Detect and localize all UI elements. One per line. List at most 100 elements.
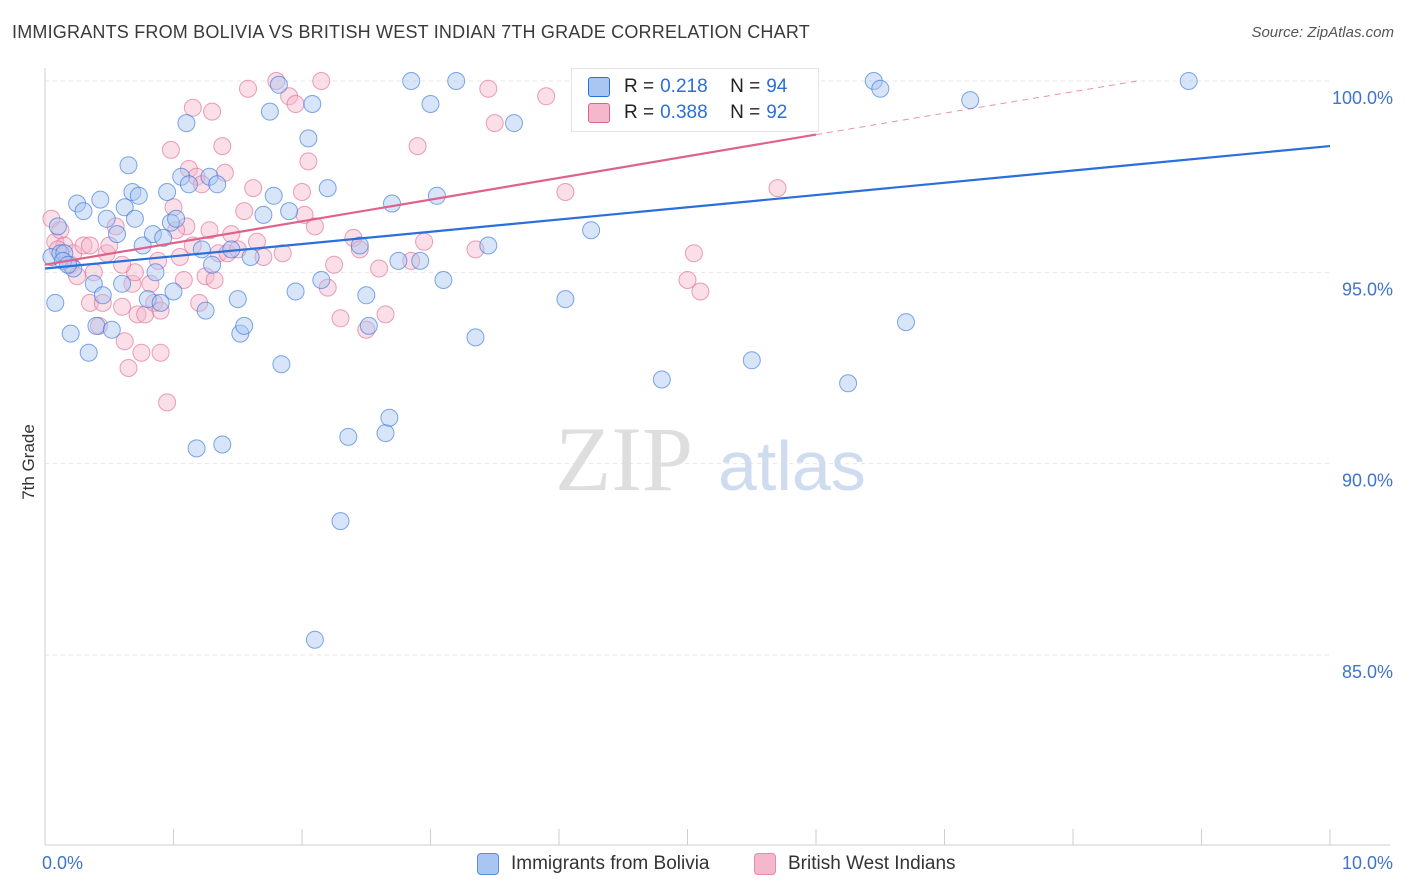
bwi-point <box>205 271 224 289</box>
bwi-point <box>485 114 504 133</box>
bolivia-point <box>742 351 761 370</box>
bwi-point <box>123 274 142 293</box>
stats-n-label: N = <box>730 76 761 97</box>
bolivia-point <box>87 316 106 335</box>
legend-label-bwi: British West Indians <box>788 853 956 874</box>
bolivia-point <box>48 217 67 236</box>
tick-labels: 100.0% 95.0% 90.0% 85.0% 0.0% 10.0% <box>42 88 1393 873</box>
bolivia-point <box>158 183 177 201</box>
bwi-point <box>115 332 134 351</box>
stats-row-bwi: R = 0.388 N = 92 <box>588 101 787 125</box>
bwi-point <box>293 183 311 201</box>
bwi-point <box>684 244 703 263</box>
bwi-point <box>177 217 196 236</box>
stats-r-value: 0.388 <box>660 102 708 123</box>
legend-swatch-pink <box>754 853 776 875</box>
bwi-point <box>691 282 710 301</box>
bolivia-point <box>208 175 227 194</box>
bolivia-point <box>228 290 247 309</box>
bwi-point <box>151 301 170 320</box>
gridlines <box>45 80 1330 656</box>
bolivia-point <box>61 324 80 343</box>
bolivia-point <box>260 102 279 121</box>
stats-n-value: 92 <box>766 102 788 123</box>
bwi-point <box>74 236 93 255</box>
source-label: Source: ZipAtlas.com <box>1251 24 1394 41</box>
bolivia-point <box>241 248 260 266</box>
y-tick-label: 90.0% <box>1342 471 1393 491</box>
bolivia-point <box>839 374 858 393</box>
bolivia-point <box>318 179 337 198</box>
bolivia-point <box>108 225 126 244</box>
bolivia-point <box>897 313 915 332</box>
bwi-point <box>239 79 257 98</box>
bolivia-point <box>235 316 254 335</box>
bwi-point <box>248 232 266 251</box>
bolivia-point <box>167 209 186 228</box>
bwi-point <box>286 95 305 113</box>
bwi-point <box>174 271 193 289</box>
bolivia-point <box>146 263 165 282</box>
x-tick-label: 10.0% <box>1342 853 1393 873</box>
stats-r-value: 0.218 <box>660 76 708 97</box>
stats-swatch-blue <box>588 77 610 97</box>
bolivia-point <box>427 186 446 205</box>
bolivia-point <box>113 274 132 293</box>
bwi-point <box>113 255 132 274</box>
bwi-point <box>179 160 198 178</box>
watermark-zip: ZIP <box>555 408 693 510</box>
bolivia-point <box>479 236 498 255</box>
bolivia-point <box>383 194 401 213</box>
bwi-point <box>325 255 344 274</box>
bolivia-point <box>143 225 162 244</box>
bolivia-point <box>177 114 196 133</box>
bolivia-point <box>411 251 430 270</box>
bwi-point <box>132 343 151 362</box>
bolivia-point <box>357 286 376 305</box>
bwi-point <box>280 87 299 106</box>
bolivia-point <box>213 435 232 454</box>
bwi-point <box>164 198 183 217</box>
bolivia-point <box>115 198 134 217</box>
bolivia-point <box>871 79 890 98</box>
bwi-point <box>128 305 147 324</box>
bwi-point <box>244 179 263 198</box>
legend-item-bolivia[interactable]: Immigrants from Bolivia <box>477 851 710 877</box>
bwi-point <box>213 137 232 156</box>
bwi-point <box>370 259 389 278</box>
bwi-point <box>81 236 99 255</box>
bolivia-point <box>421 95 440 113</box>
legend-item-bwi[interactable]: British West Indians <box>754 851 956 877</box>
bolivia-point <box>505 114 523 133</box>
bolivia-point <box>359 316 378 335</box>
stats-r-label: R = <box>624 102 655 123</box>
bwi-point <box>196 267 215 286</box>
bolivia-point <box>79 343 98 362</box>
bolivia-point <box>447 72 466 90</box>
bolivia-point <box>350 236 369 255</box>
bolivia-point <box>91 190 110 209</box>
bwi-point <box>331 309 350 328</box>
bolivia-point <box>1179 72 1198 90</box>
bwi-point <box>678 271 697 289</box>
bwi-point <box>203 102 222 121</box>
chart-title: IMMIGRANTS FROM BOLIVIA VS BRITISH WEST … <box>12 22 810 42</box>
bwi-trend-line <box>44 133 817 266</box>
bwi-point <box>190 293 209 312</box>
bolivia-point <box>582 221 601 240</box>
bwi-point <box>200 221 219 240</box>
bwi-point <box>158 393 177 412</box>
bolivia-point <box>280 202 299 221</box>
stats-n-value: 94 <box>766 76 788 97</box>
bolivia-point <box>303 95 322 113</box>
stats-r-label: R = <box>624 76 655 97</box>
bolivia-point <box>93 286 112 305</box>
bwi-point <box>537 87 556 106</box>
bolivia-point <box>154 228 173 247</box>
stats-legend: R = 0.218 N = 94 R = 0.388 N = 92 <box>571 68 819 132</box>
bwi-point <box>312 72 331 90</box>
bwi-point <box>350 240 369 259</box>
bolivia-point <box>151 293 170 312</box>
series-immigrants-from-bolivia-points <box>42 72 1198 649</box>
bwi-point <box>318 278 337 297</box>
